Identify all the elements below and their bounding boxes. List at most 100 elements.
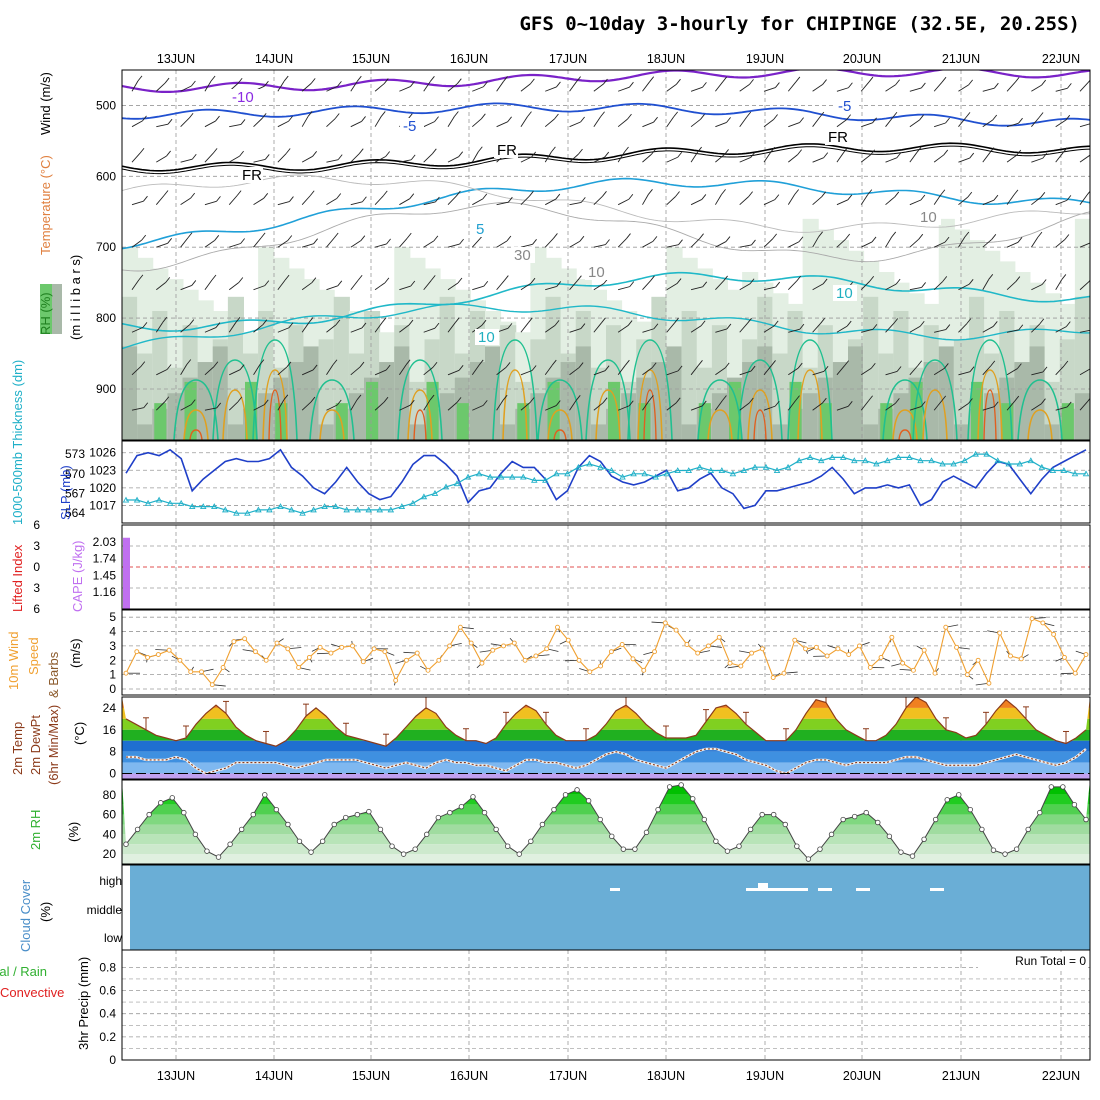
cloud-gap — [930, 888, 944, 891]
ytick-label-li: 6 — [33, 518, 40, 532]
wind-barb — [700, 114, 705, 120]
wind-barb — [773, 114, 778, 120]
thickness-marker — [972, 450, 979, 457]
wind-barb — [237, 396, 243, 403]
ytick-label-rh: 80 — [103, 788, 117, 802]
wind-barb — [576, 76, 581, 82]
wind-barb — [264, 80, 269, 87]
rh-point — [979, 826, 985, 833]
thickness-marker — [475, 470, 483, 477]
wind-speed-point — [835, 646, 841, 652]
wind-barb — [934, 122, 946, 128]
thickness-marker — [917, 457, 924, 464]
wind-barb — [593, 402, 604, 411]
wind-barb — [399, 364, 407, 376]
wind-barb — [554, 113, 559, 120]
wind-barb — [569, 367, 580, 376]
wind-barb — [423, 153, 433, 163]
wind-barb — [845, 233, 851, 240]
wind-barb — [155, 321, 164, 333]
rh-point — [1013, 846, 1020, 852]
ytick-label-rh: 60 — [103, 808, 117, 822]
rh-point — [146, 811, 152, 818]
wind-barb — [848, 82, 853, 89]
wind-barb — [471, 364, 480, 376]
rh-point — [273, 806, 280, 813]
wind-barb — [1042, 152, 1048, 159]
wind-barb — [1018, 324, 1024, 331]
wind-barb — [678, 239, 683, 245]
wind-barb — [642, 367, 653, 376]
wind-speed-point — [716, 634, 722, 640]
wind-barb — [555, 193, 561, 200]
ytick-label-rh: 40 — [103, 827, 117, 841]
wind-barb — [788, 241, 800, 248]
wind-barb — [527, 317, 533, 324]
wind-barb — [965, 112, 971, 118]
thickness-marker — [939, 460, 946, 467]
thickness-marker — [663, 470, 670, 477]
wind-barb — [277, 153, 287, 163]
wind-barb — [917, 360, 923, 367]
rh-point — [181, 809, 187, 816]
wind-barb — [374, 195, 384, 205]
wind-barb — [335, 319, 341, 326]
wind-speed-point — [1072, 670, 1078, 676]
wind-barb — [943, 363, 949, 369]
thickness-marker — [641, 470, 648, 477]
wind-barb — [933, 281, 944, 291]
wind-barb — [423, 366, 434, 376]
wind-barb — [503, 76, 508, 82]
temperature-contour — [222, 389, 248, 440]
wind-barb — [836, 119, 847, 128]
wind-barb — [797, 149, 802, 155]
rh-shade-dark — [1029, 346, 1046, 440]
rh-point — [377, 826, 384, 833]
wind-barb — [958, 323, 968, 333]
wind-barb — [968, 398, 973, 404]
wind-barb — [337, 81, 342, 87]
wind-barb — [333, 232, 339, 239]
wind-barb — [472, 118, 482, 128]
thickness-marker — [519, 473, 527, 480]
wind-barb — [812, 196, 822, 206]
rh-point — [319, 838, 326, 844]
wind-barb — [569, 201, 582, 206]
rh-point — [817, 846, 823, 852]
wind-barb — [454, 317, 460, 323]
wind-barb — [715, 280, 724, 291]
wind-speed-point — [328, 650, 334, 656]
wind-barb — [982, 152, 991, 163]
wind-barb — [409, 193, 415, 199]
wind-barb — [156, 369, 168, 376]
wind-barb — [982, 326, 994, 333]
temperature-contour — [413, 409, 427, 440]
rh-point — [632, 846, 638, 852]
wind-barb — [138, 274, 144, 281]
wind-barb — [699, 233, 704, 239]
wind-barb — [447, 116, 455, 127]
wind-barb — [701, 194, 707, 200]
wind-barb — [969, 366, 975, 372]
wind-barb — [715, 121, 727, 128]
rh-point — [262, 792, 268, 798]
rh-shade-dark — [379, 362, 396, 440]
wind-barb — [788, 367, 799, 376]
ytick-label-thickness: 564 — [65, 506, 85, 520]
wind-barb — [666, 196, 676, 206]
ytick-label-temp: 24 — [103, 701, 117, 715]
thickness-marker — [464, 473, 472, 480]
wind-barb — [1016, 149, 1022, 156]
thickness-marker — [188, 503, 196, 510]
wind-barb — [383, 78, 389, 84]
contour-label: 10 — [920, 209, 937, 226]
rh-shade-mid — [590, 367, 607, 440]
wind-barb — [1079, 281, 1090, 291]
wind-barb — [545, 86, 557, 92]
ylabel-cape-text: CAPE (J/kg) — [70, 540, 85, 612]
wind-speed-point — [673, 627, 679, 633]
temperature-contour — [967, 339, 1013, 440]
thickness-marker — [608, 467, 615, 473]
thickness-marker — [266, 506, 273, 513]
wind-barb — [502, 394, 508, 401]
